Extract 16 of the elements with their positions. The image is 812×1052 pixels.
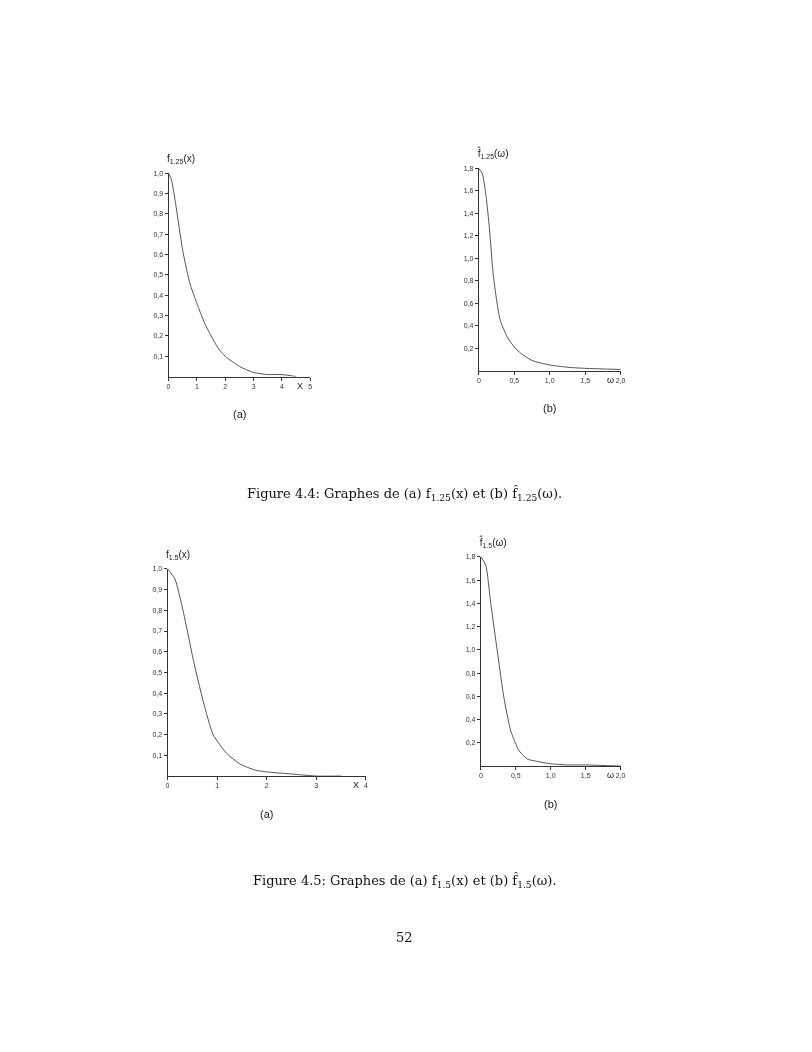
caption: Figure 4.5: Graphes de (a) f$_{1.5}$(x) et (b) f̂$_{1.5}$(ω). xyxy=(253,872,557,890)
y-axis-title: f$_{1.5}$(x) xyxy=(166,549,191,562)
x-axis-title: ω xyxy=(607,770,615,780)
y-axis-title: f$_{1.25}$(x) xyxy=(167,153,196,166)
text: 52 xyxy=(396,930,413,945)
text: (b) xyxy=(544,798,558,810)
line-series xyxy=(480,556,621,767)
y-axis-title: f̂$_{1.25}$(ω) xyxy=(477,146,509,160)
y-axis-title: f̂$_{1.5}$(ω) xyxy=(479,535,507,549)
x-axis-title: X xyxy=(353,780,360,790)
text: (b) xyxy=(543,402,557,414)
caption: Figure 4.4: Graphes de (a) f$_{1.25}$(x) et (b) f̂$_{1.25}$(ω). xyxy=(247,485,563,503)
x-axis-title: X xyxy=(297,381,304,391)
text: (a) xyxy=(260,808,274,820)
x-axis-title: ω xyxy=(607,375,615,385)
text: (a) xyxy=(233,408,247,420)
